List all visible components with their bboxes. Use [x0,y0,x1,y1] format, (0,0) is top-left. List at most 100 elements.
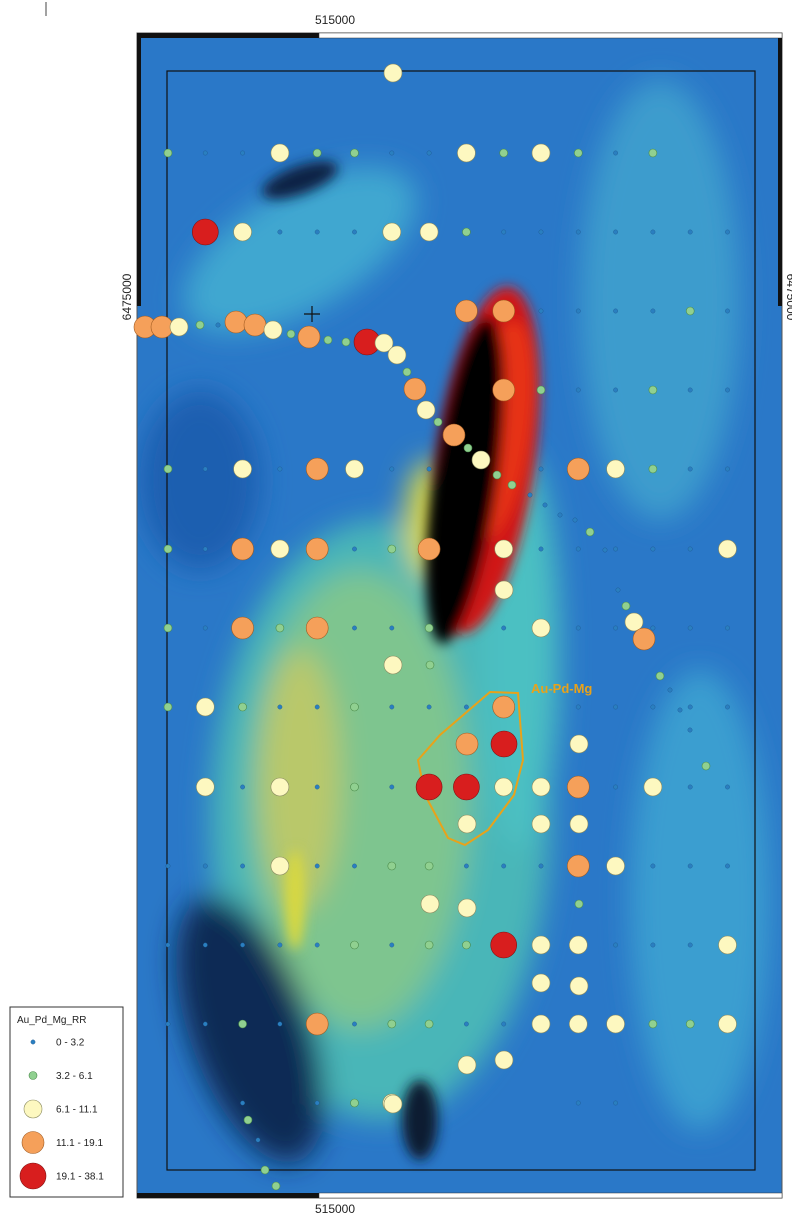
sample-point [493,379,515,401]
sample-point [315,705,319,709]
sample-point [315,785,319,789]
page: 515000 515000 6475000 6475000 Au-Pd-Mg A… [0,0,792,1218]
sample-point [240,1101,244,1105]
sample-point [164,149,172,157]
sample-point [166,864,170,868]
sample-point [607,460,625,478]
sample-point [576,1101,580,1105]
sample-point [607,857,625,875]
sample-point [462,228,470,236]
sample-point [651,626,655,630]
sample-point [196,778,214,796]
sample-point [216,323,220,327]
sample-point [651,547,655,551]
sample-point [622,602,630,610]
sample-point [537,386,545,394]
sample-point [567,776,589,798]
sample-point [342,338,350,346]
sample-point [390,467,394,471]
sample-point [570,977,588,995]
legend-symbol [20,1163,46,1189]
sample-point [166,1022,170,1026]
sample-point [502,626,506,630]
sample-point [603,548,607,552]
sample-point [719,1015,737,1033]
sample-point [426,661,434,669]
sample-point [493,300,515,322]
sample-point [613,230,617,234]
sample-point [418,538,440,560]
sample-point [164,465,172,473]
sample-point [425,862,433,870]
sample-point [421,895,439,913]
legend-label: 3.2 - 6.1 [56,1071,93,1082]
sample-point [298,326,320,348]
sample-point [390,626,394,630]
sample-point [278,467,282,471]
sample-point [651,943,655,947]
sample-point [569,1015,587,1033]
sample-point [390,151,394,155]
map: 515000 515000 6475000 6475000 Au-Pd-Mg A… [0,0,792,1218]
sample-point [403,368,411,376]
sample-point [166,943,170,947]
sample-point [576,626,580,630]
sample-point [278,230,282,234]
sample-point [240,785,244,789]
sample-point [613,151,617,155]
sample-point [390,943,394,947]
sample-point [651,309,655,313]
sample-point [278,705,282,709]
sample-point [532,1015,550,1033]
sample-point [352,547,356,551]
sample-point [425,1020,433,1028]
sample-point [196,321,204,329]
sample-point [686,1020,694,1028]
sample-point [576,230,580,234]
sample-point [644,778,662,796]
sample-point [502,230,506,234]
raster [137,33,782,1198]
sample-point [656,672,664,680]
sample-point [725,626,729,630]
sample-point [493,471,501,479]
sample-point [464,444,472,452]
sample-point [472,451,490,469]
sample-point [668,688,672,692]
sample-point [351,703,359,711]
sample-point [271,144,289,162]
sample-point [458,815,476,833]
sample-point [725,785,729,789]
sample-point [502,1022,506,1026]
sample-point [164,624,172,632]
sample-point [404,378,426,400]
sample-point [225,311,247,333]
sample-point [649,149,657,157]
sample-point [651,230,655,234]
zone-label: Au-Pd-Mg [531,681,592,696]
legend: Au_Pd_Mg_RR 0 - 3.23.2 - 6.16.1 - 11.111… [10,1007,123,1197]
sample-point [315,1101,319,1105]
sample-point [462,941,470,949]
sample-point [613,705,617,709]
sample-point [725,705,729,709]
sample-point [532,815,550,833]
sample-point [271,540,289,558]
sample-point [688,230,692,234]
sample-point [164,703,172,711]
sample-point [203,151,207,155]
sample-point [633,628,655,650]
top-x-label: 515000 [315,13,355,27]
sample-point [725,864,729,868]
sample-point [688,785,692,789]
legend-symbol [31,1040,35,1044]
sample-point [278,1022,282,1026]
sample-point [458,1056,476,1074]
sample-point [491,731,517,757]
sample-point [464,1022,468,1026]
legend-symbol [29,1072,37,1080]
sample-point [346,460,364,478]
legend-title: Au_Pd_Mg_RR [17,1015,86,1026]
sample-point [574,149,582,157]
sample-point [725,388,729,392]
